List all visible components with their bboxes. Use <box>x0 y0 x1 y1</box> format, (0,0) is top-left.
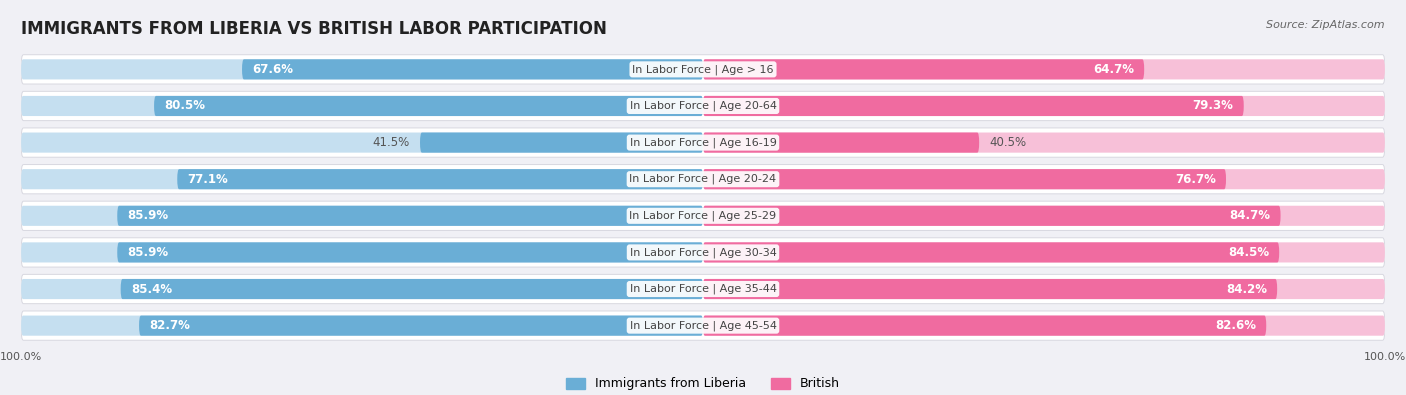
Legend: Immigrants from Liberia, British: Immigrants from Liberia, British <box>561 372 845 395</box>
Text: In Labor Force | Age 20-24: In Labor Force | Age 20-24 <box>630 174 776 184</box>
FancyBboxPatch shape <box>703 279 1277 299</box>
FancyBboxPatch shape <box>21 165 1385 194</box>
FancyBboxPatch shape <box>703 59 1385 79</box>
FancyBboxPatch shape <box>21 206 703 226</box>
FancyBboxPatch shape <box>703 96 1244 116</box>
FancyBboxPatch shape <box>703 316 1385 336</box>
FancyBboxPatch shape <box>21 275 1385 304</box>
FancyBboxPatch shape <box>703 96 1385 116</box>
FancyBboxPatch shape <box>21 59 703 79</box>
Text: 79.3%: 79.3% <box>1192 100 1233 113</box>
Text: 82.7%: 82.7% <box>149 319 190 332</box>
FancyBboxPatch shape <box>117 243 703 263</box>
FancyBboxPatch shape <box>703 169 1385 189</box>
Text: 41.5%: 41.5% <box>373 136 409 149</box>
Text: Source: ZipAtlas.com: Source: ZipAtlas.com <box>1267 20 1385 30</box>
FancyBboxPatch shape <box>703 243 1279 263</box>
FancyBboxPatch shape <box>420 132 703 152</box>
FancyBboxPatch shape <box>21 96 703 116</box>
Text: 80.5%: 80.5% <box>165 100 205 113</box>
FancyBboxPatch shape <box>21 311 1385 340</box>
FancyBboxPatch shape <box>117 206 703 226</box>
FancyBboxPatch shape <box>703 206 1281 226</box>
FancyBboxPatch shape <box>703 316 1267 336</box>
Text: In Labor Force | Age 25-29: In Labor Force | Age 25-29 <box>630 211 776 221</box>
FancyBboxPatch shape <box>21 279 703 299</box>
FancyBboxPatch shape <box>703 132 1385 152</box>
FancyBboxPatch shape <box>21 243 703 263</box>
FancyBboxPatch shape <box>21 91 1385 120</box>
Text: 82.6%: 82.6% <box>1215 319 1256 332</box>
FancyBboxPatch shape <box>703 206 1385 226</box>
Text: 67.6%: 67.6% <box>252 63 294 76</box>
Text: IMMIGRANTS FROM LIBERIA VS BRITISH LABOR PARTICIPATION: IMMIGRANTS FROM LIBERIA VS BRITISH LABOR… <box>21 20 607 38</box>
Text: In Labor Force | Age 16-19: In Labor Force | Age 16-19 <box>630 137 776 148</box>
Text: 84.7%: 84.7% <box>1229 209 1271 222</box>
FancyBboxPatch shape <box>155 96 703 116</box>
FancyBboxPatch shape <box>21 238 1385 267</box>
FancyBboxPatch shape <box>703 243 1385 263</box>
Text: In Labor Force | Age 35-44: In Labor Force | Age 35-44 <box>630 284 776 294</box>
FancyBboxPatch shape <box>703 169 1226 189</box>
Text: In Labor Force | Age > 16: In Labor Force | Age > 16 <box>633 64 773 75</box>
Text: 64.7%: 64.7% <box>1092 63 1135 76</box>
FancyBboxPatch shape <box>139 316 703 336</box>
FancyBboxPatch shape <box>242 59 703 79</box>
FancyBboxPatch shape <box>21 201 1385 230</box>
FancyBboxPatch shape <box>703 59 1144 79</box>
Text: 85.9%: 85.9% <box>128 209 169 222</box>
FancyBboxPatch shape <box>21 128 1385 157</box>
FancyBboxPatch shape <box>21 169 703 189</box>
Text: 85.4%: 85.4% <box>131 282 172 295</box>
Text: 77.1%: 77.1% <box>187 173 228 186</box>
FancyBboxPatch shape <box>21 132 703 152</box>
Text: 40.5%: 40.5% <box>990 136 1026 149</box>
FancyBboxPatch shape <box>703 132 979 152</box>
FancyBboxPatch shape <box>21 55 1385 84</box>
Text: In Labor Force | Age 45-54: In Labor Force | Age 45-54 <box>630 320 776 331</box>
FancyBboxPatch shape <box>703 279 1385 299</box>
Text: 84.2%: 84.2% <box>1226 282 1267 295</box>
FancyBboxPatch shape <box>21 316 703 336</box>
Text: In Labor Force | Age 30-34: In Labor Force | Age 30-34 <box>630 247 776 258</box>
Text: In Labor Force | Age 20-64: In Labor Force | Age 20-64 <box>630 101 776 111</box>
FancyBboxPatch shape <box>177 169 703 189</box>
Text: 85.9%: 85.9% <box>128 246 169 259</box>
FancyBboxPatch shape <box>121 279 703 299</box>
Text: 84.5%: 84.5% <box>1227 246 1270 259</box>
Text: 76.7%: 76.7% <box>1175 173 1216 186</box>
